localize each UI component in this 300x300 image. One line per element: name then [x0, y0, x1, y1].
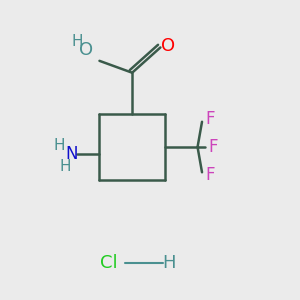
- Text: F: F: [205, 110, 214, 128]
- Text: N: N: [65, 146, 77, 164]
- Text: Cl: Cl: [100, 254, 117, 272]
- Text: H: H: [71, 34, 83, 49]
- Text: O: O: [161, 37, 175, 55]
- Text: F: F: [208, 138, 218, 156]
- Text: H: H: [54, 138, 65, 153]
- Text: H: H: [59, 159, 71, 174]
- Text: F: F: [205, 166, 214, 184]
- Text: H: H: [163, 254, 176, 272]
- Text: O: O: [79, 41, 93, 59]
